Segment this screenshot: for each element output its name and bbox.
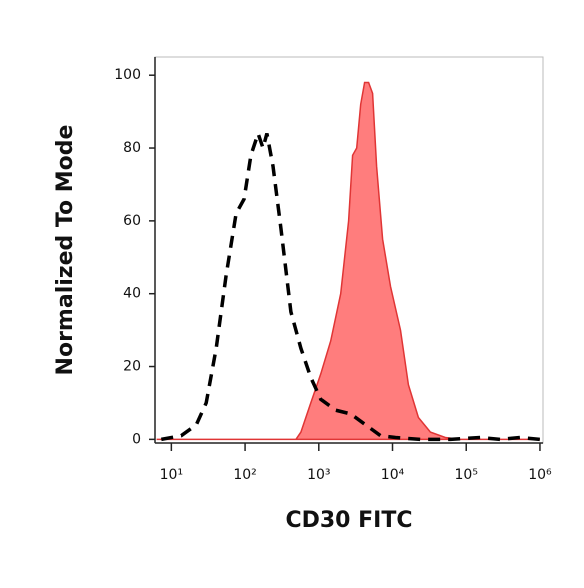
y-axis-title: Normalized To Mode [53,125,78,376]
y-tick-label: 40 [123,286,141,302]
y-tick-label: 0 [132,431,141,447]
x-tick-label: 10² [233,467,256,483]
histogram-line [160,127,541,442]
y-tick-label: 60 [123,213,141,229]
y-tick-label: 100 [114,67,141,83]
x-tick-label: 10⁵ [455,467,478,483]
x-tick-label: 10⁶ [528,467,552,483]
histogram-area [156,81,540,441]
x-axis-title: CD30 FITC [285,508,412,533]
y-tick-label: 20 [123,359,141,375]
x-tick-label: 10¹ [160,467,183,483]
y-tick-label: 80 [123,140,141,156]
x-tick-label: 10³ [307,467,330,483]
x-tick-label: 10⁴ [381,467,405,483]
